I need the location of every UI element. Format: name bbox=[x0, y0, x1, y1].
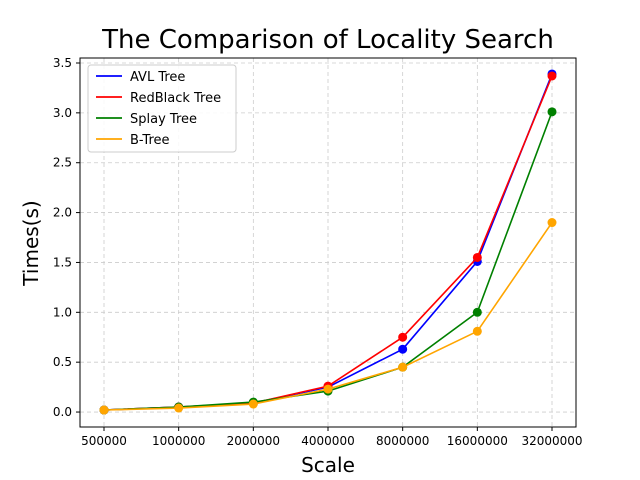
x-tick-label: 4000000 bbox=[301, 434, 354, 448]
legend-label: B-Tree bbox=[130, 133, 170, 148]
y-axis-label: Times(s) bbox=[19, 200, 43, 286]
x-axis-label: Scale bbox=[301, 453, 355, 477]
data-point bbox=[248, 399, 258, 409]
series-layer bbox=[99, 69, 557, 415]
data-point bbox=[472, 326, 482, 336]
data-point bbox=[398, 344, 408, 354]
data-point bbox=[472, 252, 482, 262]
chart-title: The Comparison of Locality Search bbox=[101, 25, 554, 55]
data-point bbox=[398, 332, 408, 342]
x-axis-ticks: 500000 1000000 2000000 4000000 8000000 160000… bbox=[81, 427, 583, 448]
series-b-tree bbox=[99, 218, 557, 415]
legend: AVL Tree RedBlack Tree Splay Tree B-Tree bbox=[87, 64, 237, 153]
data-point bbox=[547, 218, 557, 228]
data-point bbox=[99, 405, 109, 415]
y-tick-label: 2.5 bbox=[53, 156, 72, 170]
data-point bbox=[174, 403, 184, 413]
y-tick-label: 0.0 bbox=[53, 405, 72, 419]
data-point bbox=[323, 384, 333, 394]
data-point bbox=[398, 362, 408, 372]
y-tick-label: 3.5 bbox=[53, 56, 72, 70]
x-tick-label: 2000000 bbox=[227, 434, 280, 448]
data-point bbox=[472, 307, 482, 317]
grid bbox=[80, 58, 576, 427]
y-tick-label: 1.0 bbox=[53, 305, 72, 319]
legend-label: RedBlack Tree bbox=[130, 91, 221, 106]
legend-label: AVL Tree bbox=[130, 70, 185, 85]
y-tick-label: 2.0 bbox=[53, 206, 72, 220]
data-point bbox=[547, 71, 557, 81]
legend-box bbox=[87, 64, 237, 153]
y-tick-label: 3.0 bbox=[53, 106, 72, 120]
x-tick-label: 500000 bbox=[81, 434, 127, 448]
data-point bbox=[547, 107, 557, 117]
legend-label: Splay Tree bbox=[130, 112, 197, 127]
x-tick-label: 32000000 bbox=[521, 434, 582, 448]
y-tick-label: 0.5 bbox=[53, 355, 72, 369]
x-tick-label: 8000000 bbox=[376, 434, 429, 448]
y-tick-label: 1.5 bbox=[53, 255, 72, 269]
x-tick-label: 16000000 bbox=[447, 434, 508, 448]
x-tick-label: 1000000 bbox=[152, 434, 205, 448]
y-axis-ticks: 0.0 0.5 1.0 1.5 2.0 2.5 3.0 3.5 bbox=[53, 56, 80, 419]
